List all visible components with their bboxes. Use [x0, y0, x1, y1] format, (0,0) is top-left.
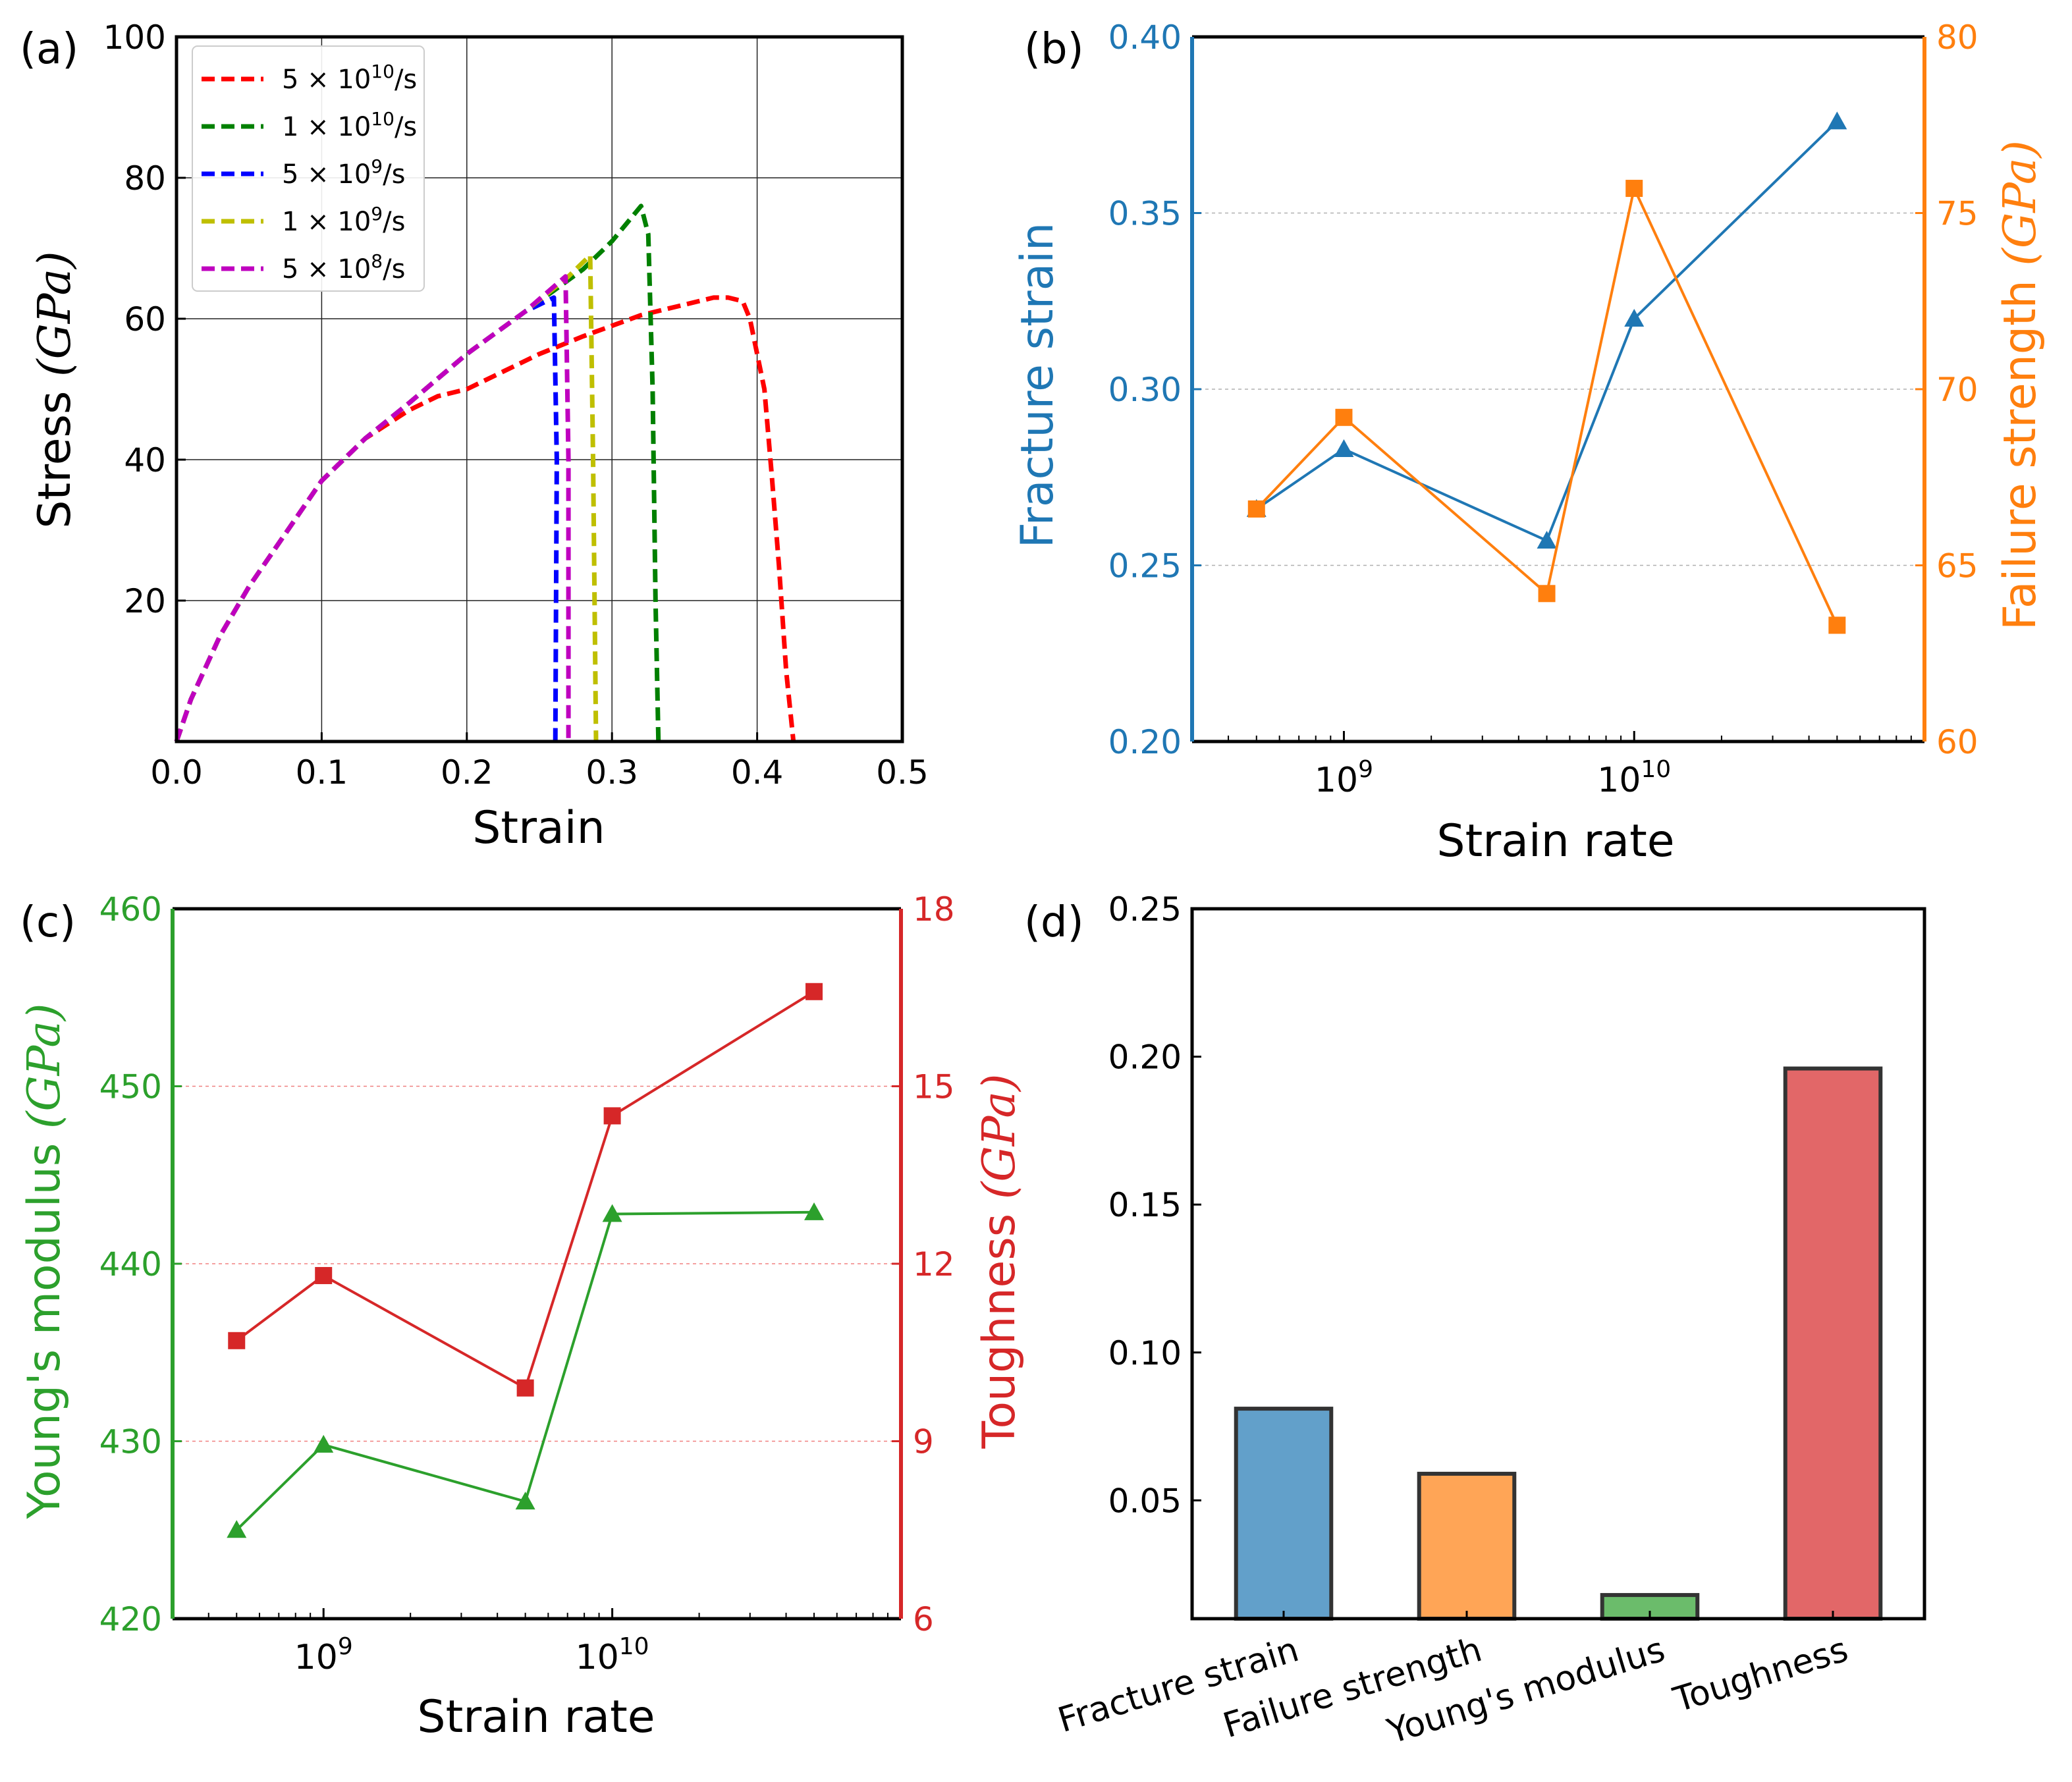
- panel-b-square-marker: [1247, 500, 1265, 518]
- panel-a: (a) 0.0 0.1 0.2 0.3 0.4 0.5 20 40 60 80 100 5 × 10…: [20, 18, 929, 854]
- panel-b-x-axis-label: Strain rate: [1436, 815, 1674, 867]
- panel-c-square-marker: [805, 983, 823, 1000]
- panel-a-x-tick-label: 0.5: [876, 753, 929, 792]
- panel-b-triangle-marker: [1537, 531, 1557, 549]
- panel-b-right-tick-label: 80: [1936, 18, 1978, 57]
- panel-c-square-marker: [228, 1332, 246, 1349]
- panel-a-legend-entry: 1 × 1010/s: [282, 108, 417, 142]
- panel-b-left-tick-label: 0.40: [1108, 18, 1182, 57]
- panel-b-left-tick-label: 0.35: [1108, 195, 1182, 233]
- panel-c-x-tick-label: 109: [294, 1633, 353, 1677]
- panel-c-triangle-marker: [314, 1434, 334, 1453]
- panel-c-square-marker: [315, 1266, 333, 1284]
- panel-a-label: (a): [20, 25, 78, 74]
- panel-d-bar-1: [1234, 1407, 1334, 1621]
- panel-a-y-tick-label: 80: [124, 159, 166, 198]
- panel-c-left-tick-label: 430: [99, 1423, 162, 1461]
- panel-a-y-tick-label: 20: [124, 582, 166, 620]
- panel-c-triangle-marker: [602, 1204, 622, 1222]
- panel-c-x-tick-label: 1010: [576, 1633, 649, 1677]
- panel-b-square-marker: [1335, 408, 1353, 426]
- panel-c-right-tick-label: 12: [913, 1245, 955, 1283]
- panel-c-x-axis-label: Strain rate: [417, 1691, 655, 1743]
- panel-d-bar-2: [1417, 1471, 1517, 1621]
- panel-a-x-tick-label: 0.4: [731, 753, 784, 792]
- panel-c-left-tick-label: 420: [99, 1600, 162, 1638]
- panel-b: (b) 109 1010 0.20 0.25 0.30 0.35 0.40 60 65 70 75 8…: [1012, 18, 2046, 867]
- panel-a-legend-entry: 5 × 108/s: [282, 250, 405, 284]
- panel-d-x-tick-label: Toughness: [1668, 1630, 1852, 1720]
- panel-c-left-tick-label: 440: [99, 1245, 162, 1283]
- panel-b-left-axis-label: Fracture strain: [1012, 223, 1064, 549]
- panel-d-y-tick-label: 0.05: [1108, 1482, 1182, 1520]
- panel-c-left-tick-label: 460: [99, 890, 162, 929]
- panel-b-label: (b): [1024, 25, 1084, 74]
- panel-b-square-marker: [1538, 585, 1556, 603]
- panel-c-left-axis-label: Young's modulus (GPa): [18, 1004, 70, 1520]
- panel-b-right-tick-label: 65: [1936, 547, 1978, 585]
- panel-a-x-axis-label: Strain: [472, 802, 605, 854]
- panel-b-right-tick-label: 60: [1936, 723, 1978, 761]
- panel-d-y-tick-label: 0.10: [1108, 1334, 1182, 1372]
- panel-b-left-tick-label: 0.25: [1108, 547, 1182, 585]
- panel-a-x-tick-label: 0.2: [441, 753, 493, 792]
- panel-a-series-line-5: [174, 274, 571, 743]
- panel-d-y-tick-label: 0.25: [1108, 890, 1182, 929]
- panel-d-frame: [1190, 907, 1926, 1621]
- panel-a-x-tick-label: 0.3: [586, 753, 638, 792]
- panel-c-right-axis-label: Toughness (GPa): [973, 1074, 1025, 1449]
- panel-a-y-tick-label: 60: [124, 300, 166, 338]
- panel-c-right-tick-label: 9: [913, 1423, 934, 1461]
- panel-c-triangle-marker: [515, 1492, 535, 1510]
- panel-a-legend-entry: 5 × 1010/s: [282, 61, 417, 95]
- panel-b-triangle-marker: [1334, 439, 1354, 457]
- panel-d-y-tick-label: 0.20: [1108, 1039, 1182, 1077]
- panel-b-right-tick-label: 70: [1936, 371, 1978, 409]
- panel-c-triangle-marker: [804, 1202, 825, 1220]
- panel-b-triangle-marker: [1624, 309, 1645, 327]
- panel-a-y-axis-label: Stress (GPa): [29, 251, 81, 528]
- panel-c-plot: 109 1010 420 430 440 450 460 6 9 12 15 18: [99, 890, 955, 1677]
- panel-a-legend-entry: 1 × 109/s: [282, 203, 405, 237]
- panel-b-plot: 109 1010 0.20 0.25 0.30 0.35 0.40 60 65 70 75 80: [1108, 18, 1978, 800]
- panel-c: (c) 109 1010 420 430 440 450 460 6 9 12 15 18 Strai…: [18, 890, 1025, 1743]
- panel-a-x-tick-label: 0.1: [296, 753, 348, 792]
- panel-c-square-marker: [603, 1107, 621, 1125]
- panel-a-y-tick-label: 100: [103, 18, 166, 57]
- panel-b-square-marker: [1828, 616, 1846, 634]
- panel-c-right-tick-label: 6: [913, 1600, 934, 1638]
- panel-b-left-tick-label: 0.20: [1108, 723, 1182, 761]
- panel-b-right-tick-label: 75: [1936, 195, 1978, 233]
- panel-a-y-tick-label: 40: [124, 441, 166, 479]
- panel-b-x-tick-label: 1010: [1597, 756, 1671, 800]
- panel-b-right-axis-label: Failure strength (GPa): [1994, 140, 2046, 630]
- panel-c-square-marker: [516, 1379, 534, 1397]
- panel-a-frame: [175, 35, 904, 743]
- panel-c-label: (c): [20, 898, 76, 947]
- panel-a-legend-entry: 5 × 109/s: [282, 155, 405, 190]
- panel-a-x-tick-label: 0.0: [150, 753, 203, 792]
- panel-c-right-tick-label: 18: [913, 890, 955, 929]
- panel-b-triangle-marker: [1827, 111, 1847, 130]
- panel-d-bar-4: [1783, 1066, 1883, 1621]
- panel-c-left-tick-label: 450: [99, 1068, 162, 1106]
- panel-d-label: (d): [1024, 898, 1084, 947]
- panel-a-legend: 5 × 1010/s 1 × 1010/s 5 × 109/s 1 × 109/s 5 …: [192, 45, 425, 292]
- panel-b-x-tick-label: 109: [1315, 756, 1373, 800]
- panel-b-square-marker: [1625, 180, 1643, 198]
- panel-b-left-tick-label: 0.30: [1108, 371, 1182, 409]
- panel-a-legend-box: [192, 45, 425, 292]
- panel-c-triangle-marker: [227, 1520, 247, 1538]
- panel-c-right-tick-label: 15: [913, 1068, 955, 1106]
- panel-d-y-tick-label: 0.15: [1108, 1186, 1182, 1224]
